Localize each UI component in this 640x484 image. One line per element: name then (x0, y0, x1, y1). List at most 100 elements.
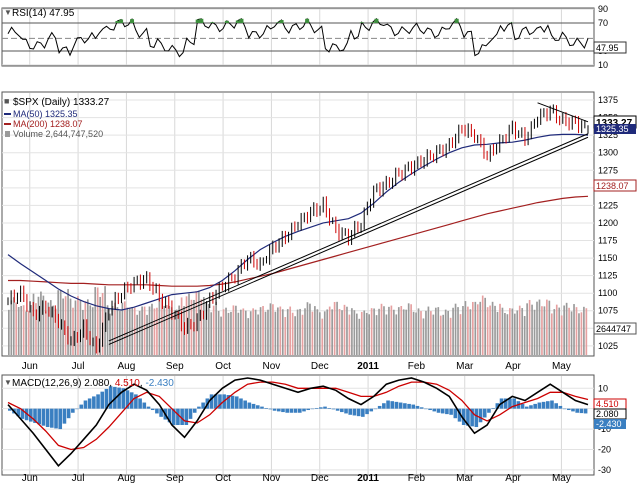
volume-bar (225, 307, 227, 355)
volume-bar (553, 309, 556, 355)
volume-bar (143, 306, 146, 355)
macd-histogram-bar (495, 403, 500, 409)
rsi-tick-label: 90 (598, 4, 608, 14)
month-tick-label: Feb (408, 361, 426, 372)
month-tick-label: Aug (118, 473, 136, 484)
volume-bar (348, 314, 351, 355)
volume-bar (289, 306, 292, 355)
macd-histogram-bar (276, 408, 281, 412)
macd-histogram-bar (146, 406, 151, 409)
volume-bar (173, 314, 176, 355)
macd-line (7, 377, 589, 467)
volume-bar (190, 299, 193, 355)
volume-bar (35, 303, 37, 355)
macd-histogram-bar (453, 408, 458, 419)
volume-bar (513, 313, 516, 355)
volume-bar (358, 318, 361, 355)
volume-bar (472, 301, 474, 355)
macd-histogram-bar (508, 398, 512, 409)
macd-histogram-bar (218, 394, 222, 409)
volume-bar (212, 305, 215, 355)
macd-histogram-bar (188, 408, 193, 419)
macd-histogram-bar (407, 403, 411, 409)
macd-histogram-bar (365, 408, 369, 415)
volume-bar (64, 296, 67, 355)
macd-histogram-bar (545, 401, 550, 409)
volume-bar (373, 308, 375, 355)
macd-histogram-bar (541, 401, 546, 409)
volume-bar (77, 296, 79, 355)
volume-bar (205, 302, 208, 355)
volume-bar (86, 299, 89, 355)
rsi-line (7, 17, 589, 58)
volume-bar (323, 311, 326, 355)
macd-histogram-bar (415, 405, 420, 409)
volume-bar (42, 295, 45, 355)
volume-bar (299, 308, 301, 355)
macd-histogram-bar (436, 408, 441, 413)
macd-histogram-bar (8, 408, 12, 411)
volume-bar (296, 309, 299, 355)
volume-bar (410, 304, 412, 355)
macd-histogram-bar (470, 408, 474, 427)
volume-bar (133, 307, 136, 355)
macd-histogram-bar (550, 400, 554, 409)
volume-bar (40, 291, 42, 355)
volume-bar (109, 313, 111, 355)
macd-histogram-bar (394, 401, 399, 409)
ma200-value-label: 1238.07 (596, 181, 629, 191)
volume-bar (420, 311, 422, 355)
volume-bar (580, 312, 583, 355)
volume-bar (119, 310, 121, 355)
volume-bar (279, 306, 282, 355)
macd-histogram-bar (327, 407, 332, 409)
macd-histogram-bar (386, 400, 390, 409)
macd-histogram-bar (491, 407, 495, 409)
macd-legend-signal: 4.510 (115, 378, 140, 389)
volume-bar (568, 307, 570, 355)
macd-histogram-bar (302, 408, 306, 412)
volume-bar (385, 314, 388, 355)
volume-bar (175, 309, 178, 355)
macd-histogram-bar (344, 408, 348, 414)
volume-bar (138, 310, 141, 355)
volume-bar (217, 310, 220, 355)
volume-bar (151, 303, 153, 355)
month-tick-label: Apr (505, 473, 521, 484)
volume-bar (447, 310, 449, 355)
volume-bar (395, 314, 398, 355)
volume-bar (111, 306, 114, 355)
macd-histogram-bar (251, 403, 256, 409)
volume-bar (405, 309, 408, 355)
macd-histogram-bar (281, 408, 285, 413)
volume-bar (161, 298, 163, 355)
month-tick-label: Mar (456, 473, 474, 484)
volume-bar (585, 308, 588, 355)
rsi-overbought-fill (130, 19, 135, 23)
volume-bar (434, 307, 437, 355)
volume-bar (351, 308, 353, 355)
volume-bar (452, 307, 454, 355)
price-legend: $SPX (Daily) 1333.27 (13, 97, 110, 108)
volume-bar (316, 309, 319, 355)
volume-bar (333, 301, 336, 355)
price-tick-label: 1175 (598, 236, 617, 246)
volume-bar (262, 305, 264, 355)
volume-bar (516, 310, 519, 355)
macd-histogram-bar (37, 408, 42, 425)
month-tick-label: Jun (22, 361, 38, 372)
volume-bar (116, 307, 119, 355)
macd-histogram-bar (579, 408, 584, 414)
volume-bar (380, 303, 383, 355)
macd-histogram-bar (524, 406, 529, 409)
rsi-overbought-fill (119, 19, 124, 23)
macd-histogram-bar (562, 408, 567, 410)
volume-bar (383, 306, 385, 355)
volume-bar (227, 312, 230, 355)
volume-bar (232, 305, 235, 355)
volume-bar (89, 305, 92, 355)
volume-bar (168, 305, 171, 355)
volume-bar (506, 314, 509, 355)
ma200-line (8, 195, 589, 287)
volume-bar (82, 309, 84, 355)
